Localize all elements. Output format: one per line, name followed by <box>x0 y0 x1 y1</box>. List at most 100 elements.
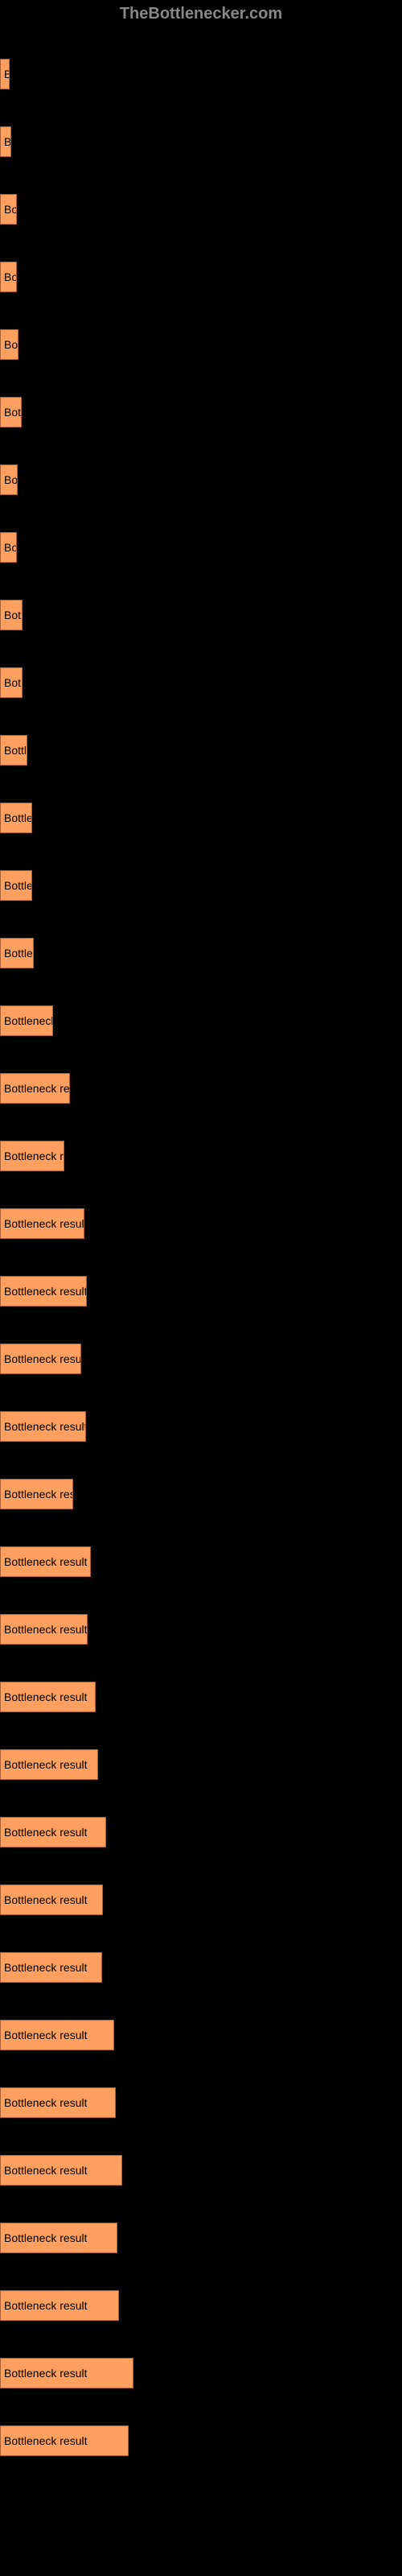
chart-bar: Bottleneck res <box>0 1073 70 1104</box>
chart-row: Bottleneck <box>0 983 402 1051</box>
chart-row: Bottle <box>0 915 402 983</box>
chart-bar: Bo <box>0 464 18 495</box>
chart-row: Bot <box>0 374 402 442</box>
bar-label: Bottleneck result <box>4 1285 87 1298</box>
bar-label: Bo <box>4 473 18 486</box>
chart-bar: Bottleneck result <box>0 1276 87 1307</box>
bar-label: B <box>4 68 10 80</box>
site-header: TheBottlenecker.com <box>0 0 402 28</box>
chart-bar: B <box>0 59 10 89</box>
chart-row: Bottleneck result <box>0 1727 402 1794</box>
bar-label: Bo <box>4 203 17 216</box>
chart-row: Bot <box>0 645 402 712</box>
bar-label: Bottleneck result <box>4 2299 88 2312</box>
bar-label: Bottleneck result <box>4 1758 88 1771</box>
chart-row: Bottleneck result <box>0 1659 402 1727</box>
chart-row: Bottleneck result <box>0 2403 402 2471</box>
chart-bar: Bottleneck result <box>0 1208 84 1239</box>
chart-bar: Bottleneck result <box>0 2020 114 2050</box>
bar-label: Bottleneck r <box>4 1150 64 1162</box>
chart-bar: Bottleneck result <box>0 2425 129 2456</box>
chart-row: Bottleneck result <box>0 2132 402 2200</box>
chart-bar: Bottleneck result <box>0 2290 119 2321</box>
chart-bar: Bottleneck result <box>0 1817 106 1847</box>
chart-bar: Bottleneck result <box>0 1952 102 1983</box>
chart-row: Bo <box>0 510 402 577</box>
chart-bar: Bottleneck result <box>0 2155 122 2186</box>
bar-label: Bottleneck result <box>4 2164 88 2177</box>
chart-bar: Bo <box>0 329 18 360</box>
bar-label: Bottleneck result <box>4 2231 88 2244</box>
chart-bar: Bottleneck r <box>0 1141 64 1171</box>
chart-bar: Bottleneck resul <box>0 1344 81 1374</box>
chart-row: Bottleneck result <box>0 1591 402 1659</box>
chart-row: Bottleneck resul <box>0 1321 402 1389</box>
bar-label: Bottleneck result <box>4 1555 88 1568</box>
bar-label: Bottl <box>4 744 27 757</box>
chart-row: Bottleneck result <box>0 1794 402 1862</box>
bar-label: Bo <box>4 541 17 554</box>
bar-label: Bo <box>4 270 17 283</box>
chart-row: Bottleneck r <box>0 1118 402 1186</box>
chart-bar: Bottleneck <box>0 1005 53 1036</box>
bar-label: Bottleneck result <box>4 1961 88 1974</box>
bar-label: Bottleneck result <box>4 1217 84 1230</box>
chart-bar: Bot <box>0 397 22 427</box>
chart-row: Bottleneck res <box>0 1456 402 1524</box>
bar-label: Bottleneck result <box>4 1623 88 1636</box>
bar-label: Bot <box>4 676 21 689</box>
bar-label: Bottle <box>4 879 32 892</box>
bar-label: Bottleneck result <box>4 1690 88 1703</box>
chart-row: Bottleneck result <box>0 1524 402 1591</box>
bar-label: Bottleneck result <box>4 1893 88 1906</box>
chart-bar: Bot <box>0 667 23 698</box>
chart-row: Bottle <box>0 848 402 915</box>
chart-row: Bottleneck result <box>0 1997 402 2065</box>
bar-label: Bottleneck result <box>4 1826 88 1839</box>
chart-bar: Bo <box>0 532 17 563</box>
chart-row: Bottleneck result <box>0 1862 402 1930</box>
chart-row: Bottleneck result <box>0 2200 402 2268</box>
bar-label: Bottleneck result <box>4 1420 86 1433</box>
chart-bar: Bottleneck result <box>0 2087 116 2118</box>
chart-row: B <box>0 104 402 171</box>
chart-row: Bottle <box>0 780 402 848</box>
bar-label: Bottleneck res <box>4 1082 70 1095</box>
bar-label: Bottleneck res <box>4 1488 73 1501</box>
bar-label: B <box>4 135 11 148</box>
chart-row: Bo <box>0 239 402 307</box>
chart-row: Bottl <box>0 712 402 780</box>
chart-bar: Bottleneck result <box>0 1411 86 1442</box>
bar-label: Bottleneck result <box>4 2367 88 2380</box>
chart-row: B <box>0 36 402 104</box>
chart-row: Bottleneck result <box>0 2335 402 2403</box>
chart-row: Bo <box>0 307 402 374</box>
bar-label: Bottleneck result <box>4 2434 88 2447</box>
chart-row: Bottleneck res <box>0 1051 402 1118</box>
chart-bar: Bot <box>0 600 23 630</box>
bar-label: Bottleneck <box>4 1014 53 1027</box>
chart-bar: Bottleneck result <box>0 1749 98 1780</box>
chart-row: Bottleneck result <box>0 2268 402 2335</box>
chart-row: Bot <box>0 577 402 645</box>
chart-row: Bottleneck result <box>0 1186 402 1253</box>
chart-bar: Bottleneck result <box>0 1885 103 1915</box>
chart-bar: Bottleneck result <box>0 2223 117 2253</box>
chart-row: Bottleneck result <box>0 2065 402 2132</box>
chart-bar: Bottle <box>0 938 34 968</box>
chart-bar: Bottl <box>0 735 27 766</box>
chart-bar: B <box>0 126 11 157</box>
chart-bar: Bo <box>0 262 17 292</box>
chart-bar: Bottle <box>0 803 32 833</box>
chart-bar: Bo <box>0 194 17 225</box>
chart-row: Bo <box>0 171 402 239</box>
chart-row: Bottleneck result <box>0 1253 402 1321</box>
chart-bar: Bottleneck result <box>0 1682 96 1712</box>
bar-label: Bottleneck result <box>4 2029 88 2041</box>
chart-bar: Bottleneck res <box>0 1479 73 1509</box>
bar-label: Bottle <box>4 947 33 960</box>
chart-bar: Bottleneck result <box>0 1614 88 1645</box>
bar-label: Bottleneck resul <box>4 1352 81 1365</box>
bar-label: Bo <box>4 338 18 351</box>
bar-chart: B B Bo Bo Bo Bot Bo Bo Bot Bot Bottl Bottle Bottle Bo… <box>0 28 402 2471</box>
